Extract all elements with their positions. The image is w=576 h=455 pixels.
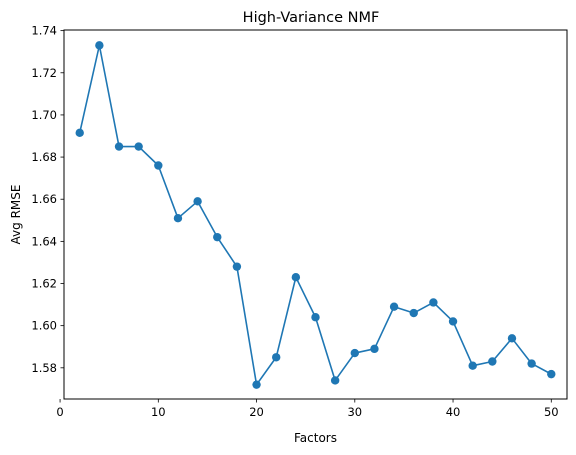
y-tick-label: 1.64 xyxy=(31,234,57,248)
data-point xyxy=(330,376,340,385)
data-point xyxy=(154,161,163,170)
y-tick-label: 1.70 xyxy=(31,108,57,122)
data-point xyxy=(527,359,536,368)
data-point xyxy=(389,302,399,311)
data-point xyxy=(370,344,379,354)
data-point xyxy=(547,369,556,379)
y-axis-ticks: 1.58 1.60 1.62 1.64 1.66 1.68 1.70 1.72 1.74 xyxy=(31,24,64,375)
data-point xyxy=(291,272,301,282)
data-point xyxy=(173,213,183,223)
data-point xyxy=(311,313,320,322)
x-tick-label: 20 xyxy=(249,405,264,419)
data-point xyxy=(488,357,497,366)
x-tick-label: 10 xyxy=(151,405,166,419)
data-point xyxy=(409,308,418,318)
data-point xyxy=(213,232,222,242)
y-tick-label: 1.74 xyxy=(31,24,57,38)
y-tick-label: 1.58 xyxy=(31,361,57,375)
data-point xyxy=(350,348,359,358)
y-tick-label: 1.66 xyxy=(31,192,57,206)
y-tick-label: 1.72 xyxy=(31,66,57,80)
data-point xyxy=(193,197,202,206)
data-point xyxy=(95,41,104,50)
y-tick-label: 1.62 xyxy=(31,277,57,291)
x-tick-label: 50 xyxy=(544,405,559,419)
data-point xyxy=(252,380,261,389)
data-point xyxy=(507,334,517,343)
data-point xyxy=(468,361,477,370)
data-point xyxy=(429,298,438,307)
series-line xyxy=(78,44,552,386)
y-tick-label: 1.60 xyxy=(31,319,57,333)
y-tick-label: 1.68 xyxy=(31,150,57,164)
x-axis-label: Factors xyxy=(294,431,337,445)
axes-frame xyxy=(63,29,568,400)
data-point xyxy=(134,142,143,151)
x-tick-label: 30 xyxy=(347,405,362,419)
data-point xyxy=(75,128,84,138)
data-point xyxy=(114,142,124,151)
data-point xyxy=(272,353,281,362)
y-axis-label: Avg RMSE xyxy=(9,185,23,245)
data-point xyxy=(232,262,242,271)
plot-area xyxy=(75,41,556,389)
x-axis-ticks: 0 10 20 30 40 50 xyxy=(56,399,559,419)
x-tick-label: 40 xyxy=(446,405,461,419)
chart-title: High-Variance NMF xyxy=(243,10,380,26)
data-point xyxy=(448,317,458,326)
x-tick-label: 0 xyxy=(56,405,63,419)
